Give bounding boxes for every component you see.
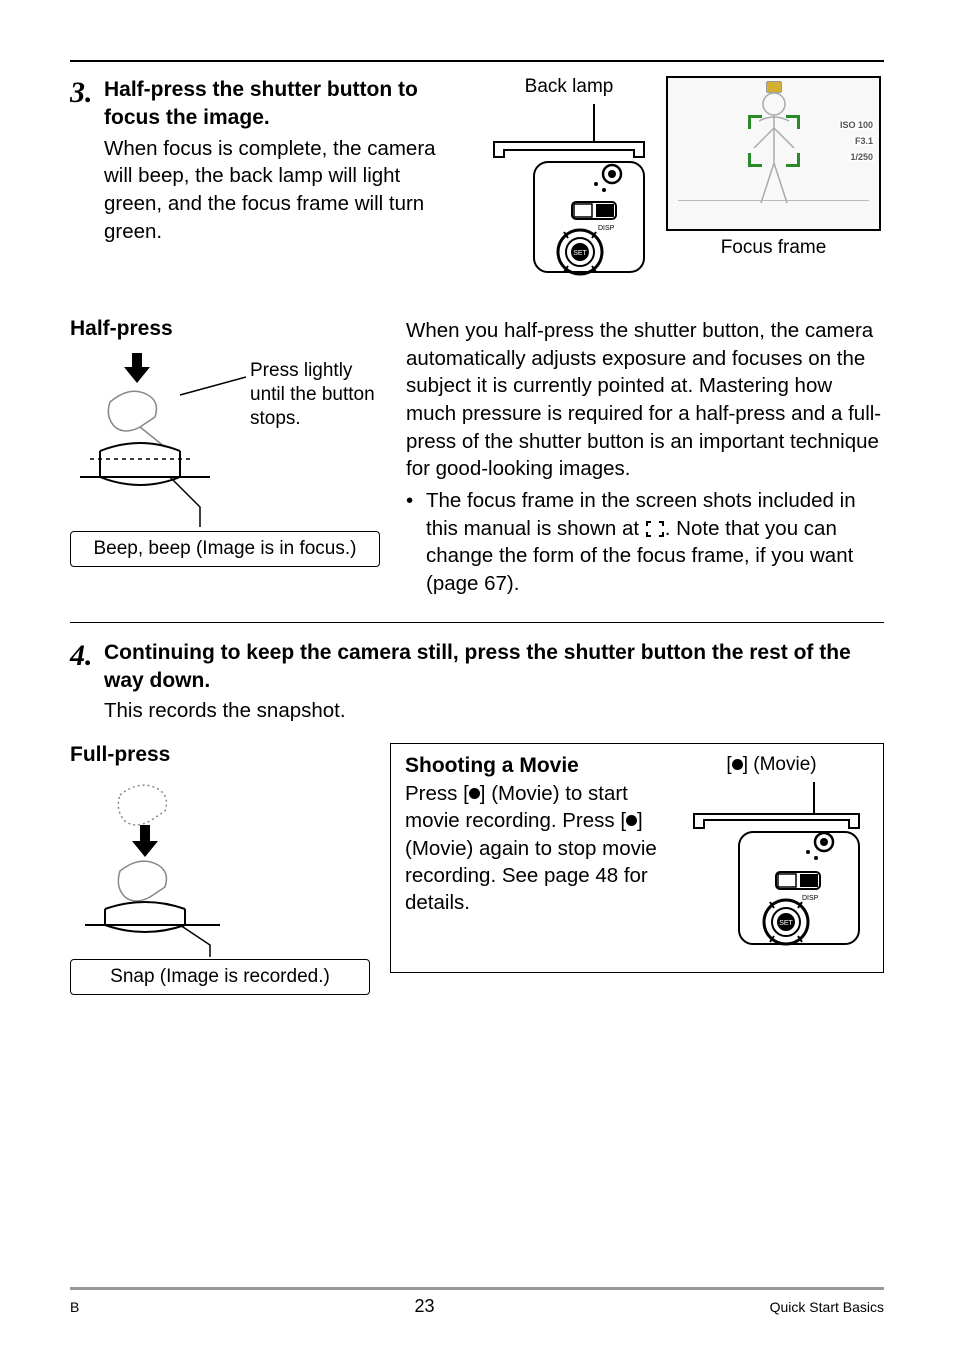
fullpress-title: Full-press [70, 743, 370, 767]
movie-text: Press [] (Movie) to start movie recordin… [405, 780, 660, 916]
page-number: 23 [414, 1296, 434, 1317]
movie-box: Shooting a Movie Press [] (Movie) to sta… [390, 743, 884, 973]
step4-number: 4. [70, 639, 104, 671]
halfpress-title: Half-press [70, 317, 380, 341]
fullpress-diagram: Snap (Image is recorded.) [70, 775, 370, 995]
svg-text:SET: SET [779, 920, 793, 927]
footer-right: Quick Start Basics [770, 1299, 884, 1315]
focusframe-label: Focus frame [666, 237, 881, 259]
halfpress-diagram: Press lightly until the button stops. Be… [70, 347, 380, 567]
step3-body: When focus is complete, the camera will … [104, 135, 464, 246]
backlamp-label: Back lamp [484, 76, 654, 98]
record-dot-icon [469, 788, 480, 799]
focus-corners-inline-icon [645, 520, 665, 538]
svg-text:DISP: DISP [598, 225, 615, 232]
movie-title: Shooting a Movie [405, 754, 660, 778]
press-lightly-label: Press lightly until the button stops. [250, 359, 380, 430]
halfpress-bullet: The focus frame in the screen shots incl… [426, 487, 884, 598]
movie-button-diagram: DISP SET [674, 780, 869, 950]
footer-left: B [70, 1299, 79, 1315]
page-footer: B 23 Quick Start Basics [70, 1287, 884, 1317]
step3-number: 3. [70, 76, 104, 108]
beep-box: Beep, beep (Image is in focus.) [70, 531, 380, 567]
top-rule [70, 60, 884, 62]
snap-box: Snap (Image is recorded.) [70, 959, 370, 995]
shutter-badge: 1/250 [848, 152, 875, 162]
step4-title: Continuing to keep the camera still, pre… [104, 639, 884, 696]
step3-title: Half-press the shutter button to focus t… [104, 76, 464, 133]
backlamp-diagram: DISP SET [484, 102, 654, 282]
movie-button-label: [] (Movie) [674, 754, 869, 776]
iso-badge: ISO 100 [838, 120, 875, 130]
mid-rule [70, 622, 884, 623]
focus-frame-icon [748, 115, 800, 167]
record-dot-icon [732, 759, 743, 770]
svg-text:SET: SET [573, 250, 587, 257]
bullet-dot-icon: • [406, 487, 418, 598]
svg-text:DISP: DISP [802, 895, 819, 902]
halfpress-paragraph: When you half-press the shutter button, … [406, 317, 884, 483]
step4-body: This records the snapshot. [104, 697, 884, 725]
aperture-badge: F3.1 [853, 136, 875, 146]
focusframe-preview: ISO 100 F3.1 1/250 [666, 76, 881, 231]
record-dot-icon [626, 815, 637, 826]
